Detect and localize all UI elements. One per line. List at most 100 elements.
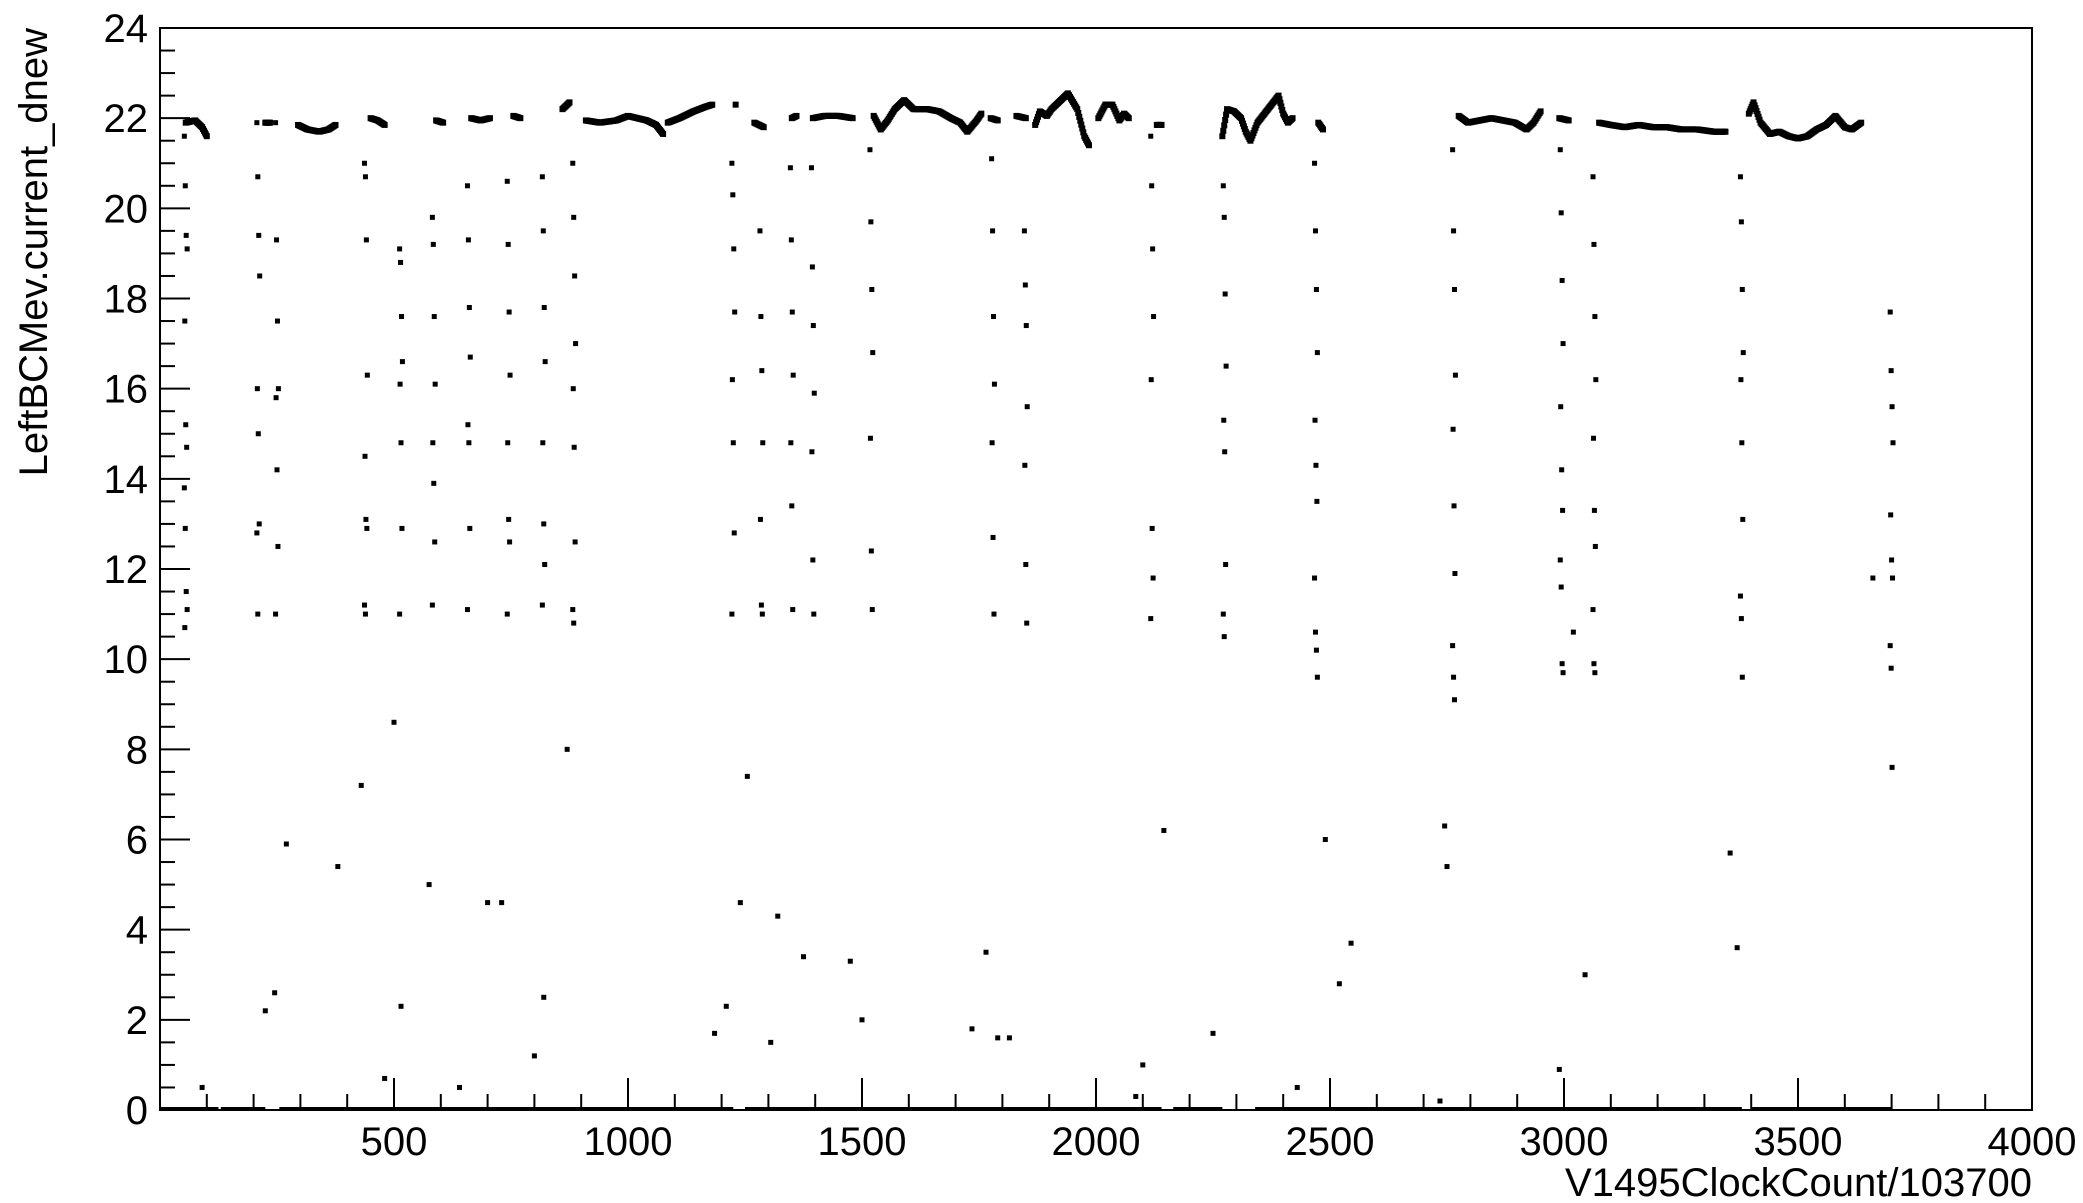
- drop-point: [789, 309, 795, 315]
- scatter-point: [531, 1053, 537, 1059]
- drop-point: [397, 611, 403, 617]
- drop-point: [811, 390, 817, 396]
- x-tick-label: 3000: [1520, 1120, 1609, 1164]
- drop-point: [732, 309, 738, 315]
- drop-point: [991, 314, 997, 320]
- scatter-point: [382, 1075, 388, 1081]
- drop-point: [790, 607, 796, 613]
- x-axis-title: V1495ClockCount/103700: [1565, 1161, 2032, 1203]
- scatter-point: [744, 773, 750, 779]
- drop-point: [729, 377, 735, 383]
- drop-point: [181, 485, 187, 491]
- drop-point: [364, 372, 370, 378]
- drop-point: [255, 611, 261, 617]
- data-points: [181, 90, 1896, 1104]
- drop-point: [571, 214, 577, 220]
- plateau-point: [1085, 142, 1092, 149]
- drop-point: [1149, 525, 1155, 531]
- drop-point: [1221, 417, 1227, 423]
- drop-point: [362, 611, 368, 617]
- drop-point: [809, 264, 815, 270]
- drop-point: [505, 440, 511, 446]
- scatter-point: [1322, 837, 1328, 842]
- plateau-point: [203, 133, 210, 140]
- drop-point: [571, 620, 577, 626]
- scatter-point: [1161, 827, 1167, 833]
- scatter-point: [712, 1030, 718, 1036]
- drop-point: [254, 530, 260, 536]
- drop-point: [1888, 368, 1894, 374]
- plateau-point: [1221, 122, 1228, 129]
- drop-point: [1739, 286, 1745, 292]
- drop-point: [1888, 512, 1894, 518]
- drop-point: [1557, 147, 1563, 153]
- drop-point: [1450, 643, 1456, 649]
- drop-point: [1314, 674, 1320, 680]
- drop-point: [467, 354, 473, 360]
- drop-point: [465, 422, 471, 428]
- plateau-point: [732, 101, 739, 108]
- drop-point: [1592, 314, 1598, 320]
- drop-point: [432, 539, 438, 545]
- drop-point: [1591, 507, 1597, 513]
- drop-point: [1221, 214, 1227, 220]
- y-tick-label: 20: [104, 187, 149, 231]
- drop-point: [759, 368, 765, 374]
- plateau-point: [1076, 113, 1083, 120]
- drop-point: [1312, 629, 1318, 635]
- drop-point: [810, 323, 816, 329]
- drop-point: [1022, 462, 1028, 468]
- scatter-point: [1294, 1084, 1300, 1090]
- x-axis-ticks: [159, 1078, 2033, 1110]
- drop-point: [1592, 543, 1598, 549]
- drop-point: [787, 165, 793, 171]
- scatter-point: [1727, 850, 1733, 856]
- drop-point: [1452, 571, 1458, 577]
- drop-point: [1151, 314, 1157, 320]
- scatter-point: [541, 994, 547, 1000]
- drop-point: [1220, 183, 1226, 189]
- drop-point: [991, 381, 997, 387]
- drop-point: [256, 521, 262, 527]
- plateau-point: [1075, 110, 1082, 117]
- drop-point: [465, 237, 471, 243]
- scatter-point: [859, 1017, 865, 1023]
- drop-point: [572, 539, 578, 545]
- drop-point: [254, 120, 260, 126]
- drop-point: [1559, 277, 1565, 283]
- plateau-point: [978, 110, 985, 117]
- plateau-point: [793, 112, 800, 119]
- y-tick-label: 8: [126, 728, 148, 772]
- y-tick-label: 24: [104, 7, 149, 51]
- drop-point: [467, 525, 473, 531]
- plateau-point: [1537, 108, 1544, 115]
- drop-point: [182, 525, 188, 531]
- drop-point: [183, 589, 189, 595]
- drop-point: [398, 314, 404, 320]
- drop-point: [1591, 241, 1597, 247]
- x-axis-tick-labels: 500 1000 1500 2000 2500 3000 3500 4000: [361, 1120, 2077, 1164]
- drop-point: [1148, 616, 1154, 622]
- drop-point: [1150, 575, 1156, 581]
- x-tick-label: 1500: [818, 1120, 907, 1164]
- drop-point: [868, 219, 874, 225]
- plateau-point: [1077, 117, 1084, 124]
- drop-point: [1450, 426, 1456, 432]
- drop-point: [1888, 665, 1894, 671]
- drop-point: [1451, 674, 1457, 680]
- plateau-point: [760, 124, 767, 131]
- drop-point: [274, 467, 280, 473]
- scatter-point: [1006, 1035, 1012, 1041]
- drop-point: [398, 440, 404, 446]
- drop-point: [731, 246, 737, 252]
- y-tick-label: 0: [126, 1089, 148, 1133]
- scatter-point: [499, 900, 505, 906]
- plateau-point: [709, 101, 716, 108]
- drop-point: [790, 372, 796, 378]
- drop-point: [464, 183, 470, 189]
- drop-point: [1313, 462, 1319, 468]
- drop-point: [1313, 286, 1319, 292]
- drop-point: [505, 241, 511, 247]
- drop-point: [1738, 616, 1744, 622]
- drop-point: [1023, 561, 1029, 567]
